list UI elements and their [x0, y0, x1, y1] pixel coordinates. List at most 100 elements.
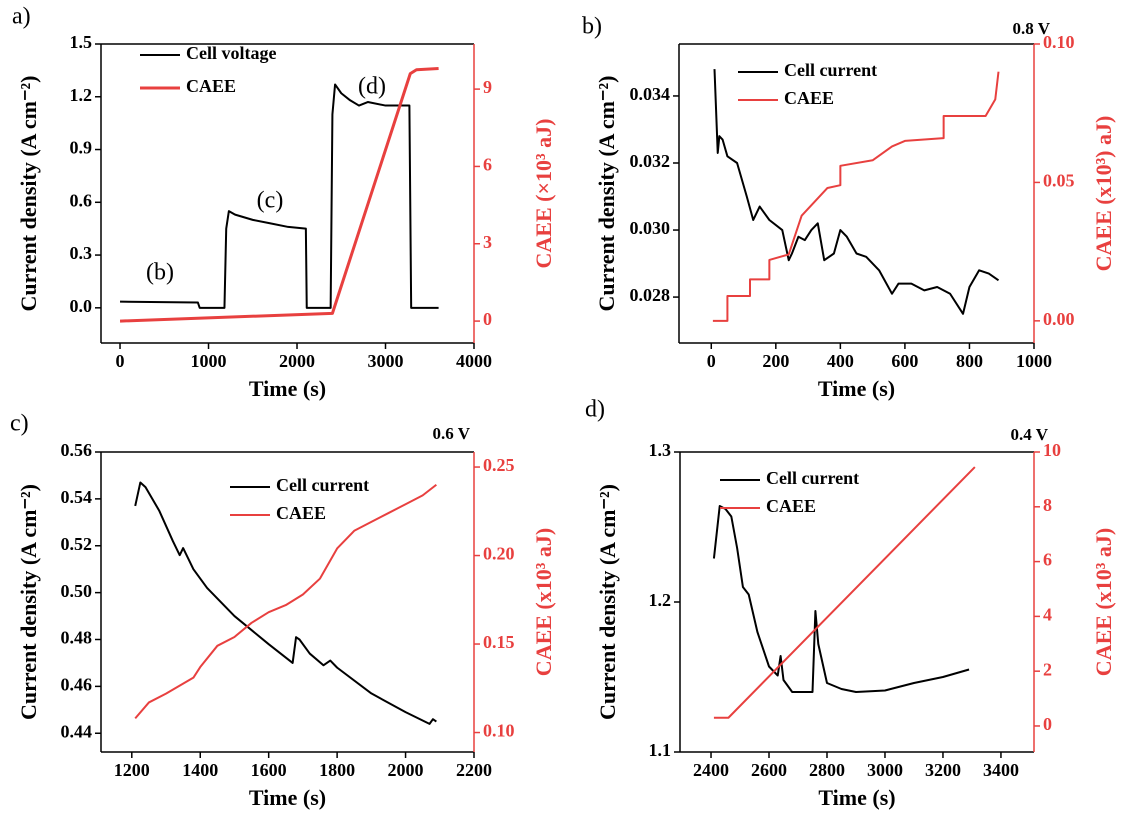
y-tick-label: 0.030 — [630, 218, 671, 238]
legend-label: CAEE — [276, 503, 326, 523]
y2-tick-label: 0.15 — [483, 632, 515, 652]
x-tick-label: 600 — [891, 351, 918, 371]
panel: 0 200 400 600 800 1000 0.028 0.030 0.032 0.034 0.0… — [582, 14, 1116, 402]
y2-tick-label: 6 — [483, 155, 492, 175]
x-tick-label: 1200 — [114, 760, 150, 780]
annotation: (c) — [257, 188, 284, 214]
x-tick-label: 400 — [827, 351, 854, 371]
y-tick-label: 0.3 — [70, 243, 93, 263]
x-tick-label: 3000 — [368, 351, 404, 371]
x-tick-label: 3400 — [983, 760, 1019, 780]
series-line — [119, 66, 439, 323]
y-tick-label: 0.6 — [70, 190, 93, 210]
legend-label: CAEE — [766, 496, 816, 516]
y2-tick-label: 9 — [483, 77, 492, 97]
y-axis-label: Current density (A cm⁻²) — [595, 484, 620, 720]
x-tick-label: 2400 — [693, 760, 729, 780]
y-tick-label: 1.2 — [649, 590, 672, 610]
x-tick-label: 2800 — [809, 760, 845, 780]
y-tick-label: 0.028 — [630, 285, 671, 305]
x-tick-label: 3000 — [867, 760, 903, 780]
y2-axis-label: CAEE (×10³ aJ) — [531, 119, 556, 269]
x-tick-label: 1000 — [191, 351, 227, 371]
y2-tick-label: 6 — [1043, 550, 1052, 570]
x-tick-label: 2200 — [456, 760, 492, 780]
y2-axis-label: CAEE (x10³ aJ) — [1091, 528, 1116, 676]
y2-tick-label: 0.10 — [1043, 32, 1075, 52]
y2-tick-label: 4 — [1043, 605, 1052, 625]
y-tick-label: 1.3 — [649, 440, 672, 460]
legend-label: CAEE — [784, 88, 834, 108]
y-tick-label: 1.2 — [70, 85, 93, 105]
series-line — [134, 481, 437, 725]
y-tick-label: 1.5 — [70, 32, 93, 52]
legend-label: Cell current — [766, 468, 859, 488]
voltage-note: 0.8 V — [1013, 19, 1051, 38]
legend-label: Cell current — [784, 60, 877, 80]
y-tick-label: 0.46 — [61, 675, 93, 695]
x-tick-label: 1600 — [251, 760, 287, 780]
annotation: (d) — [358, 74, 386, 100]
series-line — [713, 466, 976, 719]
y-tick-label: 0.54 — [61, 487, 93, 507]
panel-label: d) — [585, 397, 605, 423]
y2-tick-label: 0.25 — [483, 455, 515, 475]
x-tick-label: 4000 — [456, 351, 492, 371]
y2-tick-label: 0.00 — [1043, 309, 1075, 329]
y2-tick-label: 3 — [483, 232, 492, 252]
series-line — [713, 69, 1000, 315]
series-line — [120, 83, 439, 309]
series-line — [712, 71, 1000, 322]
x-tick-label: 0 — [707, 351, 716, 371]
x-tick-label: 2600 — [751, 760, 787, 780]
y2-tick-label: 8 — [1043, 495, 1052, 515]
legend-label: Cell voltage — [186, 43, 276, 63]
y2-tick-label: 2 — [1043, 659, 1052, 679]
voltage-note: 0.4 V — [1011, 425, 1049, 444]
y-axis-label: Current density (A cm⁻²) — [16, 484, 41, 720]
y-tick-label: 1.1 — [649, 740, 672, 760]
y2-tick-label: 0.10 — [483, 721, 515, 741]
panel: 0 1000 2000 3000 4000 0.0 0.3 0.6 0.9 1.2 1.5 0 3 6 9 T… — [12, 4, 556, 402]
y-tick-label: 0.48 — [61, 628, 93, 648]
y-tick-label: 0.50 — [61, 581, 93, 601]
voltage-note: 0.6 V — [433, 424, 471, 443]
y-tick-label: 0.9 — [70, 138, 93, 158]
series-line — [134, 483, 437, 720]
y2-axis-label: CAEE (x10³) aJ) — [1091, 116, 1116, 272]
x-tick-label: 3200 — [925, 760, 961, 780]
y-tick-label: 0.56 — [61, 440, 93, 460]
x-tick-label: 1800 — [319, 760, 355, 780]
x-axis-label: Time (s) — [818, 376, 895, 401]
x-axis-label: Time (s) — [249, 376, 326, 401]
y-tick-label: 0.032 — [630, 151, 671, 171]
y2-tick-label: 10 — [1043, 440, 1061, 460]
panel: 2400 2600 2800 3000 3200 3400 1.1 1.2 1.3 0 2 4 6 8 10… — [585, 397, 1116, 811]
x-tick-label: 2000 — [279, 351, 315, 371]
panel-label: a) — [12, 4, 31, 30]
y-axis-label: Current density (A cm⁻²) — [16, 76, 41, 312]
panel: 1200 1400 1600 1800 2000 2200 0.44 0.46 0.48 0.50… — [10, 411, 556, 811]
x-tick-label: 2000 — [388, 760, 424, 780]
legend-label: Cell current — [276, 475, 369, 495]
x-tick-label: 1000 — [1016, 351, 1052, 371]
y2-axis-label: CAEE (x10³ aJ) — [531, 528, 556, 676]
y-tick-label: 0.034 — [630, 84, 671, 104]
y2-tick-label: 0 — [1043, 714, 1052, 734]
y-tick-label: 0.52 — [61, 534, 93, 554]
series-line — [712, 505, 970, 693]
legend-label: CAEE — [186, 76, 236, 96]
x-tick-label: 800 — [956, 351, 983, 371]
y2-tick-label: 0 — [483, 309, 492, 329]
y-tick-label: 0.44 — [61, 721, 93, 741]
x-axis-label: Time (s) — [818, 785, 895, 810]
x-axis-label: Time (s) — [249, 785, 326, 810]
panel-label: c) — [10, 411, 29, 437]
annotation: (b) — [146, 260, 174, 286]
y2-tick-label: 0.20 — [483, 544, 515, 564]
x-tick-label: 200 — [762, 351, 789, 371]
x-tick-label: 0 — [116, 351, 125, 371]
x-tick-label: 1400 — [182, 760, 218, 780]
panel-label: b) — [582, 14, 602, 40]
